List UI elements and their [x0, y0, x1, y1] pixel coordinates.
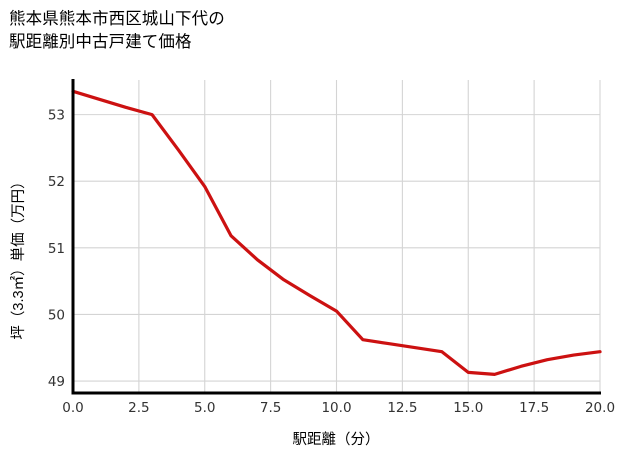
- x-tick-label: 2.5: [128, 400, 149, 416]
- y-tick-label: 52: [48, 174, 65, 190]
- y-tick-label: 53: [48, 108, 65, 124]
- y-tick-label: 50: [48, 307, 65, 323]
- y-tick-label: 51: [48, 241, 65, 257]
- data-series-group: [71, 89, 602, 376]
- x-tick-label: 12.5: [387, 400, 417, 416]
- chart-title: 熊本県熊本市西区城山下代の 駅距離別中古戸建て価格: [9, 10, 225, 52]
- x-tick-label: 10.0: [321, 400, 351, 416]
- y-tick-label: 49: [48, 374, 65, 390]
- x-tick-label: 0.0: [62, 400, 83, 416]
- x-tick-label: 17.5: [519, 400, 549, 416]
- y-axis-title: 坪（3.3㎡）単価（万円）: [10, 174, 27, 339]
- data-line: [71, 89, 602, 376]
- y-axis-tick-labels: 49 50 51 52 53: [48, 108, 65, 390]
- x-tick-label: 5.0: [194, 400, 215, 416]
- x-axis-tick-labels: 0.0 2.5 5.0 7.5 10.0 12.5 15.0 17.5 20.0: [62, 400, 615, 416]
- x-tick-label: 7.5: [260, 400, 281, 416]
- x-tick-label: 20.0: [585, 400, 615, 416]
- x-axis-title: 駅距離（分）: [293, 430, 380, 448]
- x-tick-label: 15.0: [453, 400, 483, 416]
- gridlines: [72, 80, 601, 393]
- axis-spines: [71, 79, 601, 395]
